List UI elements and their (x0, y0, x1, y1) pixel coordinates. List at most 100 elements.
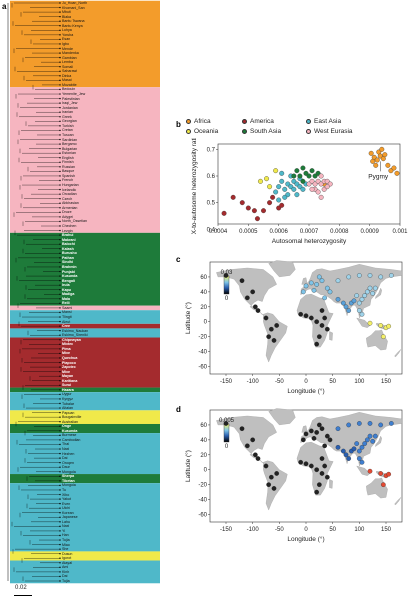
tree-leaf-label: Yoruba (62, 32, 74, 37)
sample-point (335, 278, 341, 284)
x-tick-label: -100 (247, 527, 260, 533)
data-point-east-asia (273, 189, 279, 195)
tree-tip (59, 248, 61, 250)
tree-leaf-label: Piapoco (62, 360, 76, 365)
data-point-east-asia (282, 186, 288, 192)
tree-leaf-label: Tibetan (62, 478, 75, 483)
y-tick-label: -20 (198, 335, 207, 341)
tree-tip (59, 521, 61, 523)
sample-point (319, 323, 325, 328)
tree-tip (59, 111, 61, 113)
sample-point (252, 304, 258, 310)
tree-tip (59, 457, 61, 459)
sample-point (380, 482, 386, 488)
x-tick-label: 100 (354, 379, 365, 385)
data-point-south-asia (300, 165, 306, 171)
data-point-west-eurasia (324, 184, 330, 190)
y-tick-label: -40 (198, 350, 207, 356)
x-tick-label: 150 (381, 379, 392, 385)
tree-leaf-label: Mandenka (62, 51, 79, 56)
tree-leaf-label: Mbuti (62, 10, 71, 15)
tree-tip (59, 97, 61, 100)
data-point-africa (391, 165, 397, 171)
sample-point (308, 463, 314, 469)
clade-band-east-asia (10, 328, 160, 338)
x-tick-label: 0 (304, 379, 308, 385)
tree-leaf-label: Kapu (62, 287, 71, 292)
y-axis-label: Latitude (°) (184, 302, 192, 334)
sample-point (266, 482, 272, 488)
tree-leaf-label: Karitiana (62, 378, 78, 383)
tree-tip (59, 298, 61, 300)
tree-tip (59, 20, 61, 22)
tree-tip (59, 188, 61, 191)
tree-leaf-label: Mozabite (62, 82, 77, 87)
data-point-america (230, 194, 236, 200)
colorbar-min-label: 0 (225, 444, 229, 450)
tree-leaf-label: Basque (62, 169, 75, 174)
landmass (263, 312, 288, 363)
data-point-east-asia (279, 170, 285, 176)
sample-point (263, 315, 269, 321)
tree-tip (59, 138, 61, 141)
sample-point (316, 274, 322, 280)
x-tick-label: -100 (247, 379, 260, 385)
tree-tip (59, 170, 61, 173)
tree-leaf-label: Kusunda (62, 274, 78, 279)
sample-point (356, 300, 362, 306)
scale-bar: 0.02 (14, 585, 44, 597)
sample-point (303, 431, 309, 437)
data-point-oceania (273, 168, 279, 174)
tree-leaf-label: Tubalar (62, 401, 75, 406)
colorbar-min-label: 0 (225, 296, 229, 302)
colorbar-max-label: 0.005 (219, 418, 235, 424)
tree-leaf-label: Hezhen (62, 451, 75, 456)
landmass (263, 460, 288, 511)
sample-point (346, 422, 352, 428)
sample-point (319, 308, 325, 313)
tree-tip (59, 329, 61, 332)
sample-point (319, 471, 325, 476)
tree-tip (59, 184, 61, 186)
tree-leaf-label: Mixe (62, 351, 70, 356)
tree-leaf-label: Oroqen (62, 460, 74, 465)
clade-band-south-asia (10, 423, 160, 434)
y-axis-label: Latitude (°) (184, 450, 192, 482)
clade-band-south-asia (10, 474, 160, 484)
tree-tip (59, 147, 61, 150)
tree-leaf-label: Lahu (62, 519, 70, 524)
clade-band-south-asia (10, 232, 160, 306)
tree-leaf-label: Pima (62, 346, 71, 351)
scale-bar-line (14, 595, 32, 596)
y-tick-label: 40 (200, 438, 207, 444)
tree-leaf-label: Brahui (62, 233, 74, 238)
tree-leaf-label: Saharawi (62, 69, 77, 74)
tree-leaf-label: Saami (62, 305, 73, 310)
tree-tip (59, 270, 61, 273)
tree-tip (59, 175, 61, 177)
sample-point (223, 273, 229, 278)
sample-point (239, 278, 245, 284)
tree-leaf-label: Bantu Kenya (62, 23, 83, 28)
tree-leaf-label: Adygei (62, 214, 73, 219)
tree-tip (59, 557, 61, 559)
sample-point (335, 444, 341, 450)
tree-tip (59, 2, 61, 4)
tree-tip (59, 25, 61, 27)
tree-tip (59, 220, 61, 223)
landmass (216, 415, 277, 464)
tree-tip (59, 307, 61, 309)
tree-leaf-label: Cretan (62, 128, 73, 133)
data-point-oceania (264, 176, 270, 182)
tree-leaf-label: Lemba (62, 60, 73, 65)
sample-point (372, 433, 378, 439)
tree-tip (59, 566, 61, 569)
tree-tip (59, 471, 61, 473)
landmass (216, 267, 277, 316)
tree-leaf-label: Burmese (62, 433, 77, 438)
sample-point (359, 459, 365, 465)
sample-point (314, 489, 320, 495)
tree-tip (59, 202, 61, 204)
tree-leaf-label: English (62, 155, 74, 160)
panel-label-b: b (176, 120, 181, 129)
